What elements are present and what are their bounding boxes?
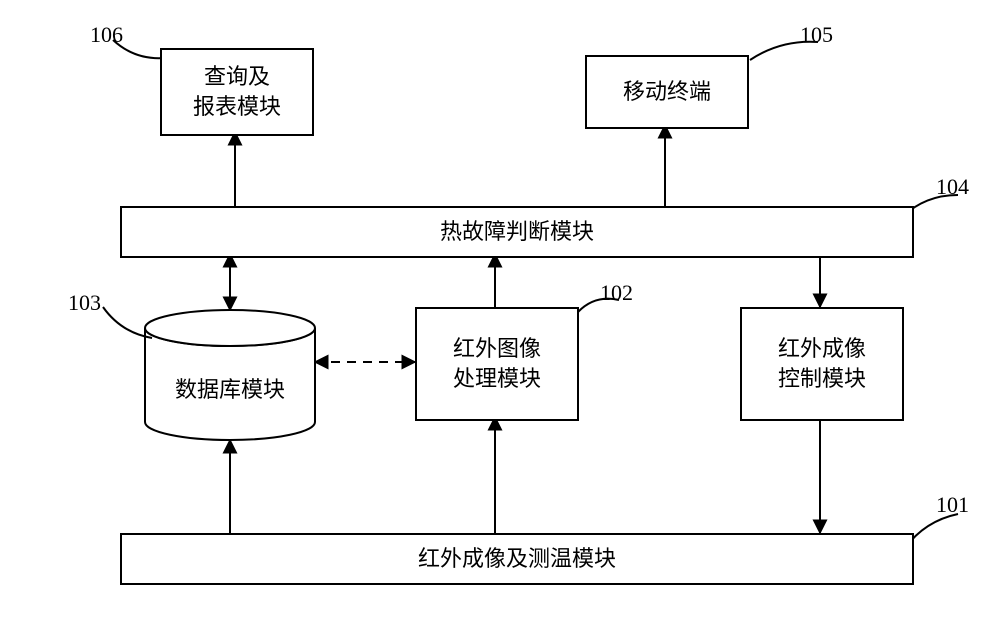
node-106: 查询及 报表模块: [160, 48, 314, 136]
ref-101: 101: [936, 492, 969, 518]
node-102-text: 红外图像 处理模块: [453, 334, 541, 393]
node-ctrl: 红外成像 控制模块: [740, 307, 904, 421]
node-101: 红外成像及测温模块: [120, 533, 914, 585]
ref-103: 103: [68, 290, 101, 316]
ref-102: 102: [600, 280, 633, 306]
ref-106: 106: [90, 22, 123, 48]
node-101-text: 红外成像及测温模块: [418, 544, 616, 574]
node-105: 移动终端: [585, 55, 749, 129]
node-103-text: 数据库模块: [145, 372, 315, 404]
node-ctrl-text: 红外成像 控制模块: [778, 334, 866, 393]
node-105-text: 移动终端: [623, 77, 711, 107]
node-104: 热故障判断模块: [120, 206, 914, 258]
ref-105: 105: [800, 22, 833, 48]
node-106-text: 查询及 报表模块: [193, 62, 281, 121]
ref-104: 104: [936, 174, 969, 200]
node-102: 红外图像 处理模块: [415, 307, 579, 421]
node-104-text: 热故障判断模块: [440, 217, 594, 247]
